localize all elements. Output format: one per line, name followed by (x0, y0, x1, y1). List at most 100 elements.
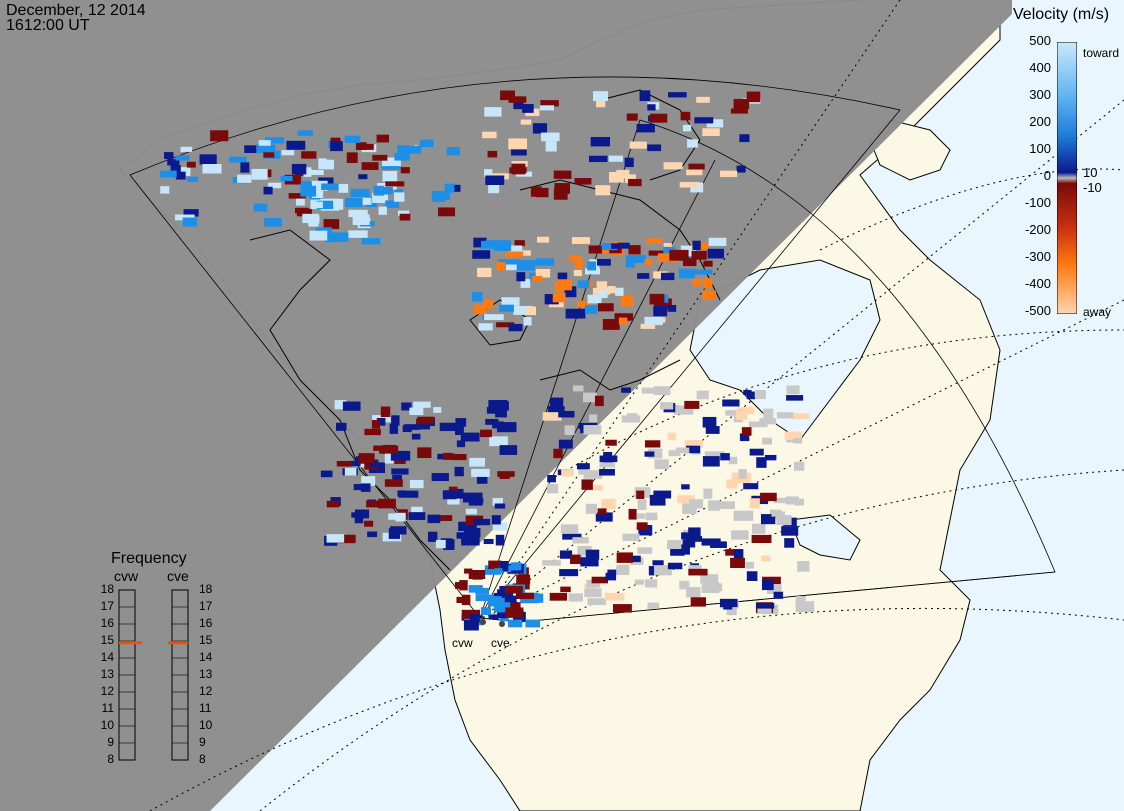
velocity-cell (766, 584, 782, 594)
velocity-cell (587, 598, 606, 605)
velocity-cell (366, 500, 380, 508)
velocity-cell (585, 268, 601, 275)
velocity-cell (583, 392, 597, 403)
frequency-scale-label-cve: 9 (199, 735, 206, 749)
velocity-cell (256, 144, 276, 154)
velocity-cell (462, 492, 483, 503)
velocity-cell (515, 260, 536, 271)
velocity-cell (435, 539, 446, 549)
velocity-cell (710, 541, 727, 548)
velocity-cell (544, 294, 559, 305)
velocity-cell (499, 445, 518, 455)
velocity-cell (484, 565, 501, 575)
velocity-cell (705, 426, 720, 434)
frequency-gauge-ticks (119, 589, 188, 761)
velocity-cell (358, 453, 375, 464)
velocity-cell (573, 269, 582, 277)
velocity-cell (731, 530, 749, 540)
velocity-cell (644, 316, 663, 326)
velocity-cell (513, 101, 524, 110)
velocity-cell (657, 253, 678, 263)
velocity-cell (263, 186, 273, 195)
velocity-cell (381, 157, 401, 167)
velocity-cell (463, 619, 479, 631)
velocity-cell (596, 281, 608, 292)
velocity-cell (237, 174, 252, 183)
velocity-cell (488, 183, 500, 194)
velocity-cell (495, 409, 507, 418)
velocity-cell (323, 219, 340, 230)
velocity-cell (316, 200, 334, 210)
velocity-cell (586, 579, 601, 588)
velocity-cell (485, 418, 499, 425)
velocity-cell (649, 293, 665, 305)
velocity-cell (297, 130, 313, 136)
velocity-cell (479, 429, 492, 438)
frequency-scale-label-cvw: 15 (100, 633, 114, 647)
velocity-cell (568, 593, 583, 602)
frequency-scale-label-cve: 10 (199, 718, 213, 732)
velocity-cell (164, 152, 174, 160)
velocity-cell (382, 171, 398, 182)
velocity-cell (547, 474, 556, 483)
velocity-cell (599, 468, 615, 476)
velocity-cell (433, 515, 453, 521)
frequency-scale-label-cve: 18 (199, 582, 213, 596)
velocity-cell (307, 215, 320, 224)
velocity-cell (182, 217, 198, 227)
velocity-cell (628, 508, 637, 520)
velocity-cell (541, 132, 560, 142)
velocity-cell (726, 605, 737, 616)
velocity-cell (574, 178, 592, 185)
velocity-cell (391, 415, 400, 426)
time-label: 1612:00 UT (6, 17, 90, 34)
velocity-cell (686, 169, 703, 176)
velocity-cell (647, 602, 660, 609)
velocity-cell (597, 303, 614, 312)
velocity-cell (685, 586, 701, 598)
velocity-cell (654, 459, 669, 470)
velocity-cell (681, 532, 696, 540)
velocity-cell (561, 469, 574, 477)
velocity-cell (350, 188, 370, 197)
velocity-cell (602, 319, 620, 330)
velocity-cell (673, 405, 694, 415)
velocity-cell (346, 152, 358, 164)
velocity-cell (615, 287, 624, 296)
velocity-cell (284, 174, 302, 185)
velocity-cell (444, 183, 455, 193)
radar-fov (129, 76, 1056, 623)
velocity-cell (617, 242, 630, 249)
velocity-cell (589, 155, 608, 163)
velocity-cell (309, 195, 324, 201)
velocity-cell (629, 141, 647, 149)
velocity-cell (725, 410, 746, 416)
velocity-cell (690, 597, 706, 607)
velocity-cell (653, 306, 668, 317)
velocity-cell (649, 494, 666, 506)
velocity-cell (540, 100, 559, 107)
velocity-cell (636, 490, 645, 499)
velocity-cell (781, 526, 799, 536)
velocity-cell (539, 105, 555, 111)
velocity-cell (390, 450, 411, 461)
velocity-cell (625, 258, 636, 268)
velocity-cell (612, 604, 632, 613)
velocity-cell (648, 448, 663, 459)
velocity-cell (364, 520, 374, 527)
velocity-cell (684, 440, 703, 448)
velocity-cell (618, 317, 628, 325)
velocity-cell (583, 425, 602, 435)
velocity-cell (707, 248, 724, 259)
velocity-cell (508, 96, 527, 103)
velocity-cell (263, 152, 275, 158)
velocity-cell (409, 407, 424, 415)
velocity-cell (667, 562, 683, 570)
velocity-cell (344, 197, 363, 208)
velocity-cell (520, 119, 532, 125)
velocity-cell (411, 433, 421, 440)
velocity-cell (761, 579, 774, 591)
velocity-cell (616, 565, 630, 575)
velocity-cell (294, 207, 309, 214)
velocity-cell (689, 499, 704, 509)
